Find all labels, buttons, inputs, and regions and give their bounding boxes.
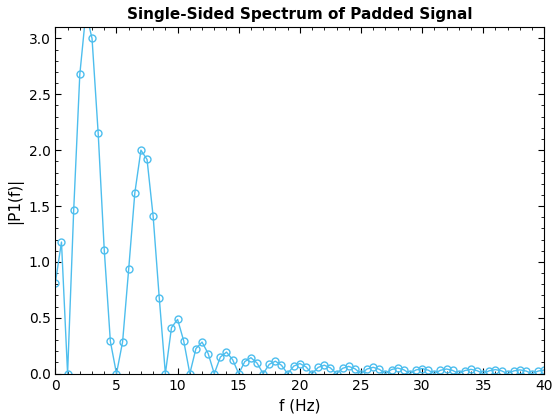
Title: Single-Sided Spectrum of Padded Signal: Single-Sided Spectrum of Padded Signal	[127, 7, 473, 22]
Y-axis label: |P1(f)|: |P1(f)|	[7, 177, 23, 223]
X-axis label: f (Hz): f (Hz)	[279, 398, 320, 413]
